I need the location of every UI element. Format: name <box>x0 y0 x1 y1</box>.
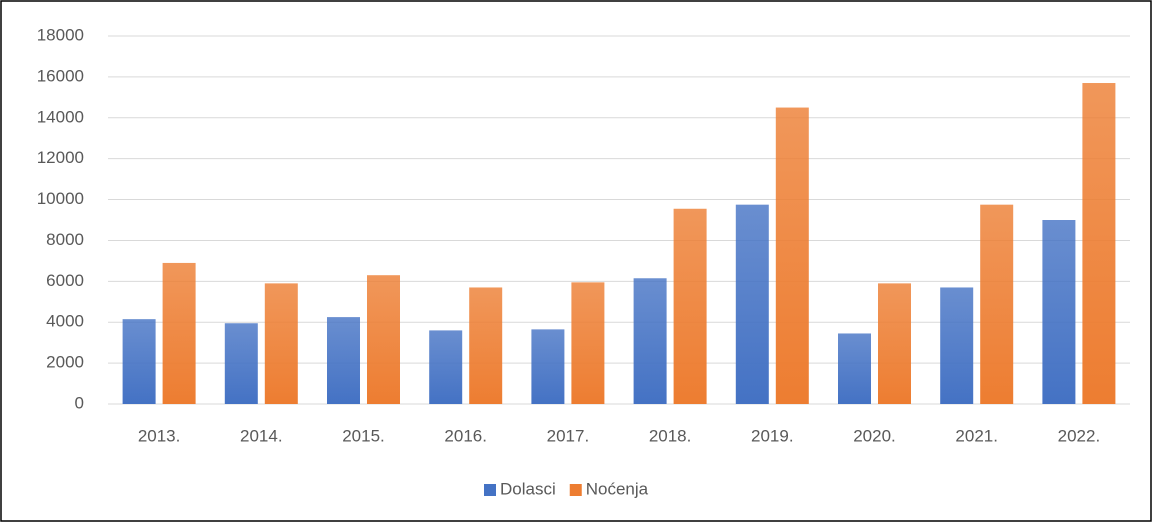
bar <box>264 283 298 404</box>
x-tick-label: 2018. <box>649 426 692 445</box>
x-tick-label: 2022. <box>1058 426 1101 445</box>
bar <box>429 330 463 404</box>
bar <box>980 204 1014 404</box>
bar <box>327 317 360 404</box>
y-tick-label: 0 <box>75 393 84 412</box>
x-tick-label: 2020. <box>853 426 896 445</box>
bar <box>1042 220 1076 404</box>
x-tick-label: 2015. <box>342 426 385 445</box>
y-tick-label: 6000 <box>46 271 84 290</box>
y-tick-label: 2000 <box>46 353 84 372</box>
bar <box>735 204 769 404</box>
legend-swatch <box>484 484 496 496</box>
bar <box>940 287 974 404</box>
y-tick-label: 16000 <box>37 66 84 85</box>
bar <box>673 208 707 404</box>
x-tick-label: 2016. <box>444 426 487 445</box>
bar <box>775 107 809 405</box>
bar <box>122 319 156 404</box>
bar <box>633 278 667 404</box>
bar <box>224 323 258 404</box>
bar <box>1082 83 1116 405</box>
bar <box>367 275 400 404</box>
bar <box>838 333 871 404</box>
bar <box>878 283 911 404</box>
y-tick-label: 4000 <box>46 312 84 331</box>
legend-swatch <box>569 484 582 496</box>
legend-label: Dolasci <box>500 479 556 498</box>
y-tick-label: 14000 <box>37 107 84 126</box>
x-tick-label: 2013. <box>138 426 181 445</box>
y-tick-label: 10000 <box>37 189 84 208</box>
bar <box>469 287 503 404</box>
x-tick-label: 2017. <box>547 426 590 445</box>
bar <box>571 282 605 404</box>
x-tick-label: 2014. <box>240 426 283 445</box>
legend-label: Noćenja <box>586 479 649 498</box>
y-tick-label: 18000 <box>37 25 84 44</box>
x-tick-label: 2019. <box>751 426 794 445</box>
y-tick-label: 8000 <box>46 230 84 249</box>
y-tick-label: 12000 <box>37 148 84 167</box>
bar <box>531 329 565 404</box>
bar <box>162 262 196 404</box>
x-tick-label: 2021. <box>955 426 998 445</box>
